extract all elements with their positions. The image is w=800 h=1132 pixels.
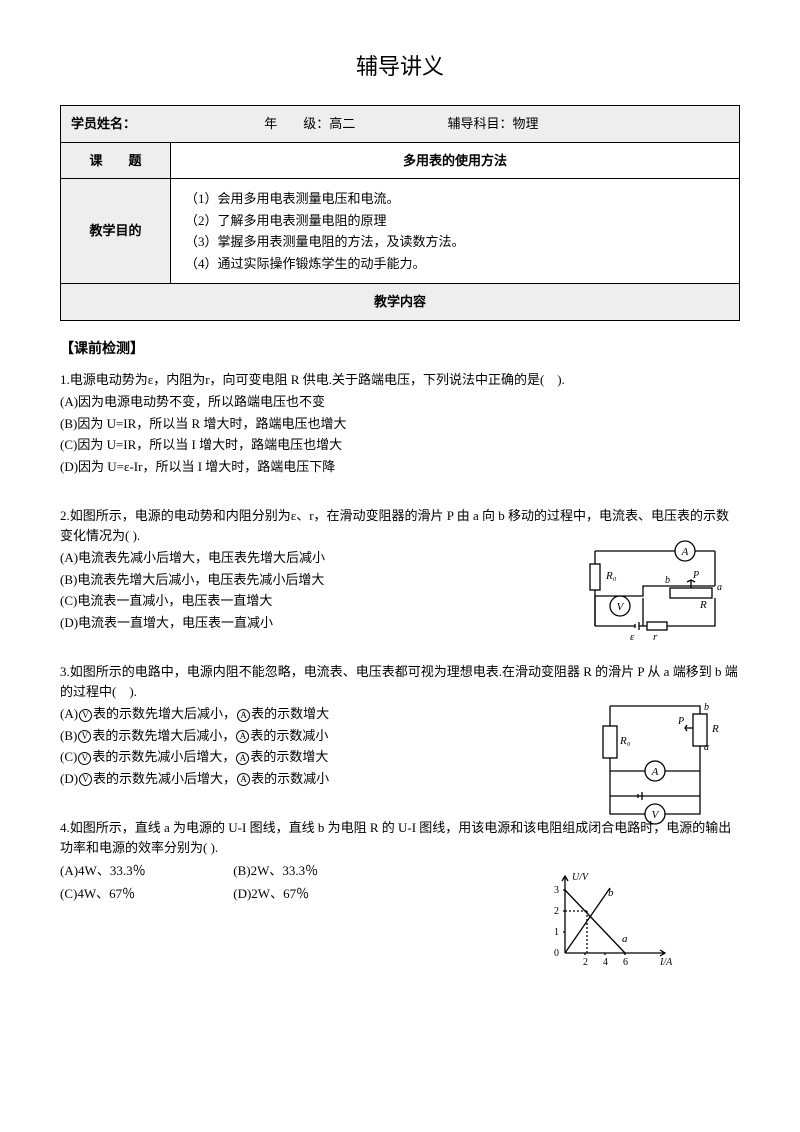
svg-text:P: P	[677, 716, 684, 727]
svg-text:0: 0	[554, 948, 559, 959]
topic-value: 多用表的使用方法	[171, 142, 740, 179]
question-3: 3.如图所示的电路中，电源内阻不能忽略，电流表、电压表都可视为理想电表.在滑动变…	[60, 662, 740, 788]
svg-text:U/V: U/V	[572, 872, 590, 883]
q1-option-b: (B)因为 U=IR，所以当 R 增大时，路端电压也增大	[60, 414, 740, 434]
q1-option-a: (A)因为电源电动势不变，所以路端电压也不变	[60, 392, 740, 412]
q3-circuit-diagram: A V R₀ R P b a	[590, 696, 740, 826]
circled-v-icon: V	[79, 773, 92, 786]
svg-text:b: b	[704, 702, 709, 713]
svg-text:b: b	[665, 575, 670, 586]
pretest-heading: 【课前检测】	[60, 339, 740, 360]
circled-a-icon: A	[237, 773, 250, 786]
grade-label: 年 级：	[264, 116, 329, 131]
grade-value: 高二	[329, 116, 355, 131]
q1-stem: 1.电源电动势为ε，内阻为r，向可变电阻 R 供电.关于路端电压，下列说法中正确…	[60, 370, 740, 390]
q2-option-b: (B)电流表先增大后减小，电压表先减小后增大	[60, 570, 500, 590]
svg-text:a: a	[622, 933, 628, 945]
q2-option-d: (D)电流表一直增大，电压表一直减小	[60, 613, 500, 633]
svg-text:ε: ε	[630, 631, 635, 643]
question-2: 2.如图所示，电源的电动势和内阻分别为ε、r，在滑动变阻器的滑片 P 由 a 向…	[60, 506, 740, 632]
q4-stem: 4.如图所示，直线 a 为电源的 U-I 图线，直线 b 为电阻 R 的 U-I…	[60, 818, 740, 857]
svg-text:R₀: R₀	[619, 735, 631, 747]
q3-option-b: (B)V表的示数先增大后减小，A表的示数减小	[60, 726, 500, 746]
circled-v-icon: V	[78, 752, 91, 765]
q3-option-c: (C)V表的示数先减小后增大，A表的示数增大	[60, 747, 500, 767]
circled-v-icon: V	[78, 730, 91, 743]
circled-a-icon: A	[236, 730, 249, 743]
q4-option-a: (A)4W、33.3％	[60, 861, 200, 881]
q4-option-c: (C)4W、67％	[60, 884, 200, 904]
svg-text:4: 4	[603, 957, 608, 968]
svg-text:a: a	[704, 742, 709, 753]
objectives-cell: （1）会用多用电表测量电压和电流。 （2）了解多用电表测量电阻的原理 （3）掌握…	[171, 179, 740, 284]
circled-v-icon: V	[79, 709, 92, 722]
objective-item: （2）了解多用电表测量电阻的原理	[185, 211, 729, 231]
svg-text:R: R	[711, 723, 719, 735]
svg-text:I/A: I/A	[659, 957, 673, 968]
objective-item: （3）掌握多用表测量电阻的方法，及读数方法。	[185, 232, 729, 252]
q3-option-a: (A)V表的示数先增大后减小，A表的示数增大	[60, 704, 500, 724]
objective-item: （4）通过实际操作锻炼学生的动手能力。	[185, 254, 729, 274]
question-1: 1.电源电动势为ε，内阻为r，向可变电阻 R 供电.关于路端电压，下列说法中正确…	[60, 370, 740, 477]
info-table: 学员姓名： 年 级：高二 辅导科目：物理 课 题 多用表的使用方法 教学目的 （…	[60, 105, 740, 321]
circled-a-icon: A	[236, 752, 249, 765]
q4-option-d: (D)2W、67％	[233, 884, 309, 904]
svg-text:3: 3	[554, 885, 559, 896]
q4-graph: U/V I/A 0 1 2 3 2 4 6 a b	[540, 868, 680, 968]
content-label: 教学内容	[61, 284, 740, 321]
svg-text:R: R	[699, 599, 707, 611]
svg-text:6: 6	[623, 957, 628, 968]
student-label: 学员姓名：	[71, 116, 136, 131]
svg-text:R₀: R₀	[605, 570, 617, 582]
svg-text:1: 1	[554, 927, 559, 938]
svg-text:P: P	[692, 570, 699, 581]
q2-option-c: (C)电流表一直减小，电压表一直增大	[60, 591, 500, 611]
svg-text:2: 2	[554, 906, 559, 917]
objective-item: （1）会用多用电表测量电压和电流。	[185, 189, 729, 209]
q1-option-d: (D)因为 U=ε-Ir，所以当 I 增大时，路端电压下降	[60, 457, 740, 477]
svg-text:r: r	[653, 631, 658, 643]
q2-option-a: (A)电流表先减小后增大，电压表先增大后减小	[60, 548, 500, 568]
svg-text:A: A	[681, 546, 689, 558]
svg-text:A: A	[651, 766, 659, 778]
svg-text:a: a	[717, 582, 722, 593]
svg-text:b: b	[608, 887, 614, 899]
circled-a-icon: A	[237, 709, 250, 722]
info-row-cell: 学员姓名： 年 级：高二 辅导科目：物理	[61, 106, 740, 143]
svg-text:2: 2	[583, 957, 588, 968]
topic-label: 课 题	[61, 142, 171, 179]
subject-label: 辅导科目：	[448, 116, 513, 131]
subject-value: 物理	[513, 116, 539, 131]
objective-label: 教学目的	[61, 179, 171, 284]
q2-circuit-diagram: A V R₀ R P a b ε r	[575, 536, 740, 646]
question-4: 4.如图所示，直线 a 为电源的 U-I 图线，直线 b 为电阻 R 的 U-I…	[60, 818, 740, 903]
page-title: 辅导讲义	[60, 50, 740, 83]
q1-option-c: (C)因为 U=IR，所以当 I 增大时，路端电压也增大	[60, 435, 740, 455]
q4-option-b: (B)2W、33.3％	[233, 861, 318, 881]
q3-option-d: (D)V表的示数先减小后增大，A表的示数减小	[60, 769, 500, 789]
